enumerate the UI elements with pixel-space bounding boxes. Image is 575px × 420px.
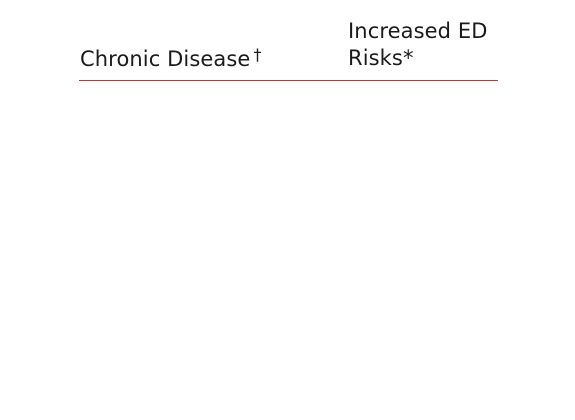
chronic-disease-table: Chronic Disease † Increased ED Risks*: [79, 0, 498, 420]
column-header-chronic-disease: Chronic Disease †: [80, 46, 262, 73]
column-header-increased-ed-risks-label: Increased ED Risks*: [348, 19, 488, 70]
dagger-footnote-marker: †: [253, 45, 262, 64]
table-body: [79, 81, 498, 420]
column-header-chronic-disease-label: Chronic Disease: [80, 47, 251, 71]
column-header-increased-ed-risks: Increased ED Risks*: [348, 18, 498, 72]
table-header-row: Chronic Disease † Increased ED Risks*: [79, 0, 498, 81]
